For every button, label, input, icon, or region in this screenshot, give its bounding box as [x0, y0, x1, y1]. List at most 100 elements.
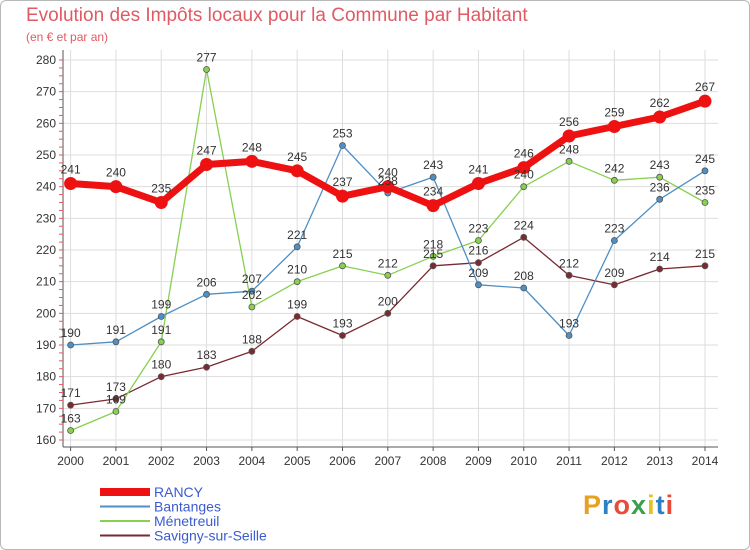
data-point: [154, 196, 168, 209]
data-point: [67, 341, 75, 349]
data-point: [248, 347, 256, 355]
value-label: 208: [514, 269, 534, 283]
value-label: 245: [287, 150, 307, 164]
y-tick-label: 240: [36, 180, 56, 194]
x-tick-label: 2013: [646, 454, 673, 468]
value-label: 240: [378, 166, 398, 180]
data-point: [64, 177, 78, 190]
value-label: 259: [604, 106, 624, 120]
value-label: 212: [378, 256, 398, 270]
value-label: 242: [604, 161, 624, 175]
value-label: 243: [650, 158, 670, 172]
data-point: [701, 262, 709, 270]
axes: 160 170 180 190 200 210 220 230 240 250 260 270 280 2…: [36, 50, 719, 468]
legend-label: Bantanges: [154, 499, 221, 515]
value-label: 207: [242, 272, 262, 286]
y-tick-label: 170: [36, 401, 56, 415]
y-tick-label: 230: [36, 211, 56, 225]
y-tick-label: 210: [36, 275, 56, 289]
value-label: 246: [514, 147, 534, 161]
data-point: [203, 290, 210, 298]
data-point: [339, 142, 346, 149]
value-label: 277: [197, 51, 217, 65]
data-point: [112, 408, 120, 415]
data-point: [200, 158, 214, 171]
value-label: 247: [197, 144, 217, 158]
value-label: 236: [650, 180, 670, 194]
x-tick-label: 2006: [329, 454, 356, 468]
data-point: [562, 129, 576, 143]
value-label: 240: [514, 168, 534, 182]
value-label: 241: [468, 163, 488, 177]
value-label: 221: [287, 228, 307, 242]
data-point: [565, 157, 573, 165]
value-label: 215: [695, 247, 715, 261]
x-tick-label: 2001: [103, 454, 130, 468]
value-label: 188: [242, 332, 262, 346]
y-tick-label: 190: [36, 338, 56, 352]
value-label: 199: [287, 298, 307, 312]
value-label: 190: [61, 326, 81, 340]
value-label: 238: [378, 174, 398, 188]
value-label: 209: [604, 266, 624, 280]
data-point: [656, 265, 664, 273]
value-label: 193: [559, 317, 579, 331]
value-label: 223: [604, 222, 624, 236]
value-label: 241: [61, 163, 81, 177]
y-tick-label: 180: [36, 370, 56, 384]
data-point: [157, 373, 165, 381]
value-label: 253: [332, 127, 352, 141]
x-tick-label: 2002: [148, 454, 175, 468]
value-label: 193: [332, 317, 352, 331]
legend-label: Savigny-sur-Seille: [154, 528, 267, 544]
x-tick-label: 2008: [420, 454, 447, 468]
data-point: [701, 167, 709, 175]
data-point: [203, 66, 210, 73]
grid-lines: [63, 50, 718, 447]
value-label: 223: [468, 222, 488, 236]
data-point: [339, 262, 346, 270]
data-point: [290, 164, 304, 178]
value-label: 171: [61, 386, 81, 400]
value-label: 235: [151, 182, 171, 196]
data-point: [565, 271, 573, 279]
data-point: [112, 338, 120, 346]
legend: RANCYBantangesMénetreuilSavigny-sur-Seil…: [100, 484, 267, 544]
data-point: [384, 271, 392, 279]
data-point: [339, 332, 346, 339]
value-label: 234: [423, 185, 443, 199]
value-label: 183: [197, 348, 217, 362]
value-label: 256: [559, 115, 579, 129]
value-label: 235: [695, 184, 715, 198]
value-label: 210: [287, 263, 307, 277]
data-point: [429, 252, 437, 260]
data-point: [248, 287, 256, 295]
data-point: [610, 237, 618, 244]
data-point: [203, 363, 210, 371]
data-point: [384, 309, 392, 317]
value-label: 237: [332, 175, 352, 189]
value-label: 214: [650, 250, 670, 264]
data-point: [656, 195, 664, 203]
value-label: 191: [106, 323, 126, 337]
data-point: [475, 281, 482, 289]
data-point: [520, 233, 528, 241]
value-label: 243: [423, 158, 443, 172]
data-point: [607, 120, 621, 133]
data-point: [381, 180, 395, 194]
data-point: [429, 173, 437, 181]
value-label: 224: [514, 218, 534, 232]
x-tick-label: 2003: [193, 454, 220, 468]
x-tick-label: 2011: [556, 454, 582, 468]
value-label: 199: [151, 298, 171, 312]
value-label: 215: [423, 247, 443, 261]
data-point: [520, 284, 528, 292]
y-tick-label: 260: [36, 116, 56, 130]
data-point: [701, 199, 709, 206]
y-tick-label: 250: [36, 148, 56, 162]
value-label: 202: [242, 288, 262, 302]
y-tick-label: 220: [36, 243, 56, 257]
value-label: 163: [61, 412, 81, 426]
data-point: [475, 259, 482, 267]
data-point: [67, 427, 75, 434]
